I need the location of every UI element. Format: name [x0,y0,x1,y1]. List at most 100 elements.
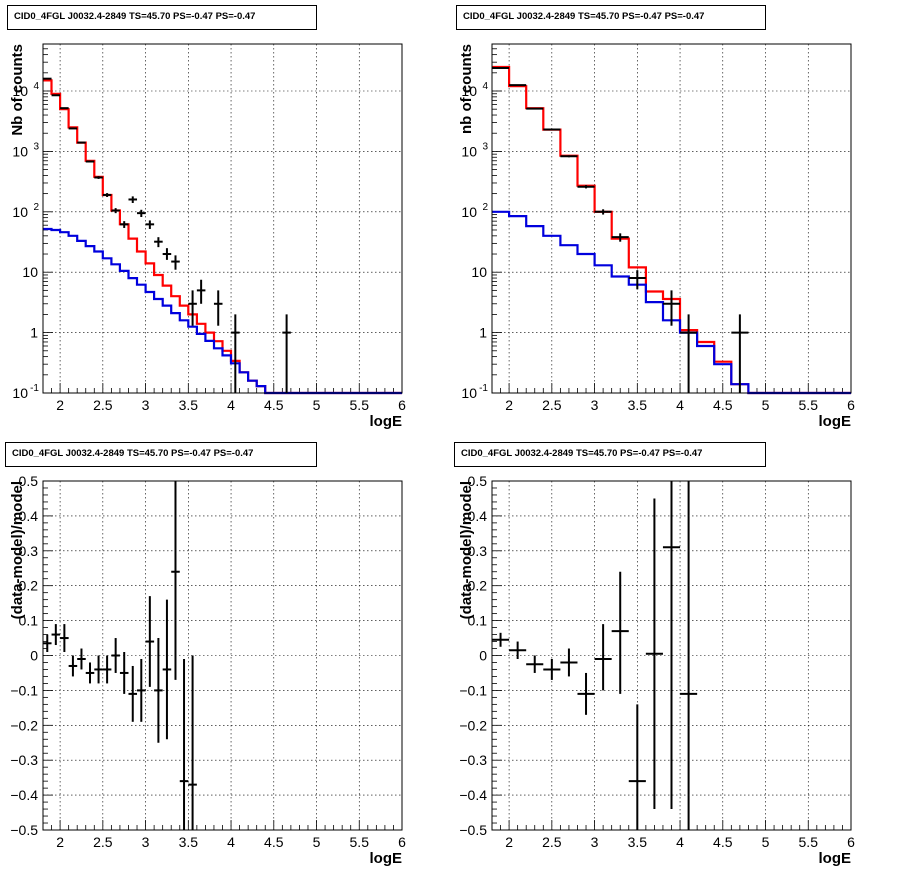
data-point [85,662,95,684]
y-tick-label: 10 [461,385,477,401]
data-point [492,632,510,647]
y-tick-label: −0.2 [10,717,38,733]
y-tick-label: −0.1 [10,682,38,698]
x-tick-label: 5 [762,834,770,850]
series-line [43,79,402,395]
data-point [68,655,78,677]
x-tick-label: 2 [505,834,513,850]
y-tick-label: 0 [30,648,38,664]
data-point [662,481,681,810]
y-tick-label: 0 [479,648,487,664]
chart-svg-bottom-right: 2 2.5 3 3.5 4 4.5 5 5.5 6 −0.5 −0.4 −0.3 −0.2 −0.1 0 0.… [458,473,855,867]
y-axis-title: nb of counts [458,44,475,134]
data-point [509,641,527,659]
x-tick-label: 3.5 [179,397,199,413]
x-tick-label: 3.5 [628,834,648,850]
x-tick-label: 5.5 [799,397,819,413]
y-tick-label: 10 [461,143,477,159]
y-tick-label: −0.3 [459,752,487,768]
y-tick-label: 10 [12,204,28,220]
plot-frame [42,480,403,831]
y-tick-label: 10 [12,83,28,99]
y-tick-label: 0.4 [468,508,488,524]
x-tick-label: 2 [56,834,64,850]
x-tick-label: 4 [676,397,684,413]
plot-frame [491,43,852,394]
y-tick-label: 0.5 [468,473,488,489]
y-tick-label: 0.1 [468,613,488,629]
pad-top-left: 2 2.5 3 3.5 4 4.5 5 5.5 6 10 -1 1 10 10 2 10 3 10 4 logE Nb … [0,0,449,437]
chart-title-top-left: CID0_4FGL J0032.4-2849 TS=45.70 PS=-0.47… [7,5,317,30]
y-tick-label: 0.3 [19,543,39,559]
x-tick-label: 4 [676,834,684,850]
y-tick-label: 0.1 [19,613,39,629]
y-tick-label: 10 [22,264,38,280]
y-tick-label: 0.5 [19,473,39,489]
y-tick-label: 10 [12,143,28,159]
y-tick-label: −0.4 [10,787,38,803]
data-point [68,127,78,130]
data-point [43,634,52,653]
data-point [509,84,527,87]
data-point [196,279,206,304]
x-tick-label: 2 [56,397,64,413]
data-point [731,314,749,393]
data-point [137,658,146,722]
data-point [137,209,146,218]
data-point [492,67,510,70]
data-point [145,220,155,229]
y-tick-label: 0.3 [468,543,488,559]
data-point [162,599,172,740]
data-point [213,290,223,326]
data-point [77,648,86,670]
x-tick-label: 5 [313,834,321,850]
data-point [611,233,629,242]
x-axis-title: logE [370,850,403,867]
data-point [577,185,595,189]
y-tick-label: −0.3 [10,752,38,768]
y-tick-label: 1 [479,325,487,341]
x-tick-label: 5.5 [350,397,370,413]
y-tick-label: 0.4 [19,508,39,524]
x-tick-label: 4 [227,397,235,413]
y-axis-title: (data-model)/model [458,481,475,619]
data-point [171,255,180,270]
x-tick-label: 5.5 [350,834,370,850]
data-point [560,155,578,158]
data-point [102,193,112,197]
data-point [171,481,180,680]
y-tick-label: −0.5 [10,822,38,838]
x-tick-label: 6 [847,834,855,850]
y-tick-label: −0.1 [459,682,487,698]
series-line [492,65,851,395]
data-point [77,141,86,144]
y-tick-exponent: 3 [482,141,488,152]
data-point [51,624,61,646]
data-point [179,658,189,830]
data-point [60,624,69,653]
data-point [594,624,612,691]
y-tick-label: −0.4 [459,787,487,803]
x-axis-title: logE [819,850,852,867]
data-point [560,648,578,677]
x-tick-label: 6 [398,834,406,850]
y-tick-exponent: 3 [33,141,39,152]
x-tick-label: 5 [313,397,321,413]
x-axis-title: logE [370,413,403,430]
data-point [680,314,698,393]
data-point [231,314,240,393]
x-tick-label: 6 [847,397,855,413]
y-tick-label: 1 [30,325,38,341]
plot-frame [42,43,403,394]
x-tick-label: 3 [142,397,150,413]
data-point [119,221,129,228]
data-point [111,208,120,214]
data-point [611,571,629,694]
x-tick-label: 5 [762,397,770,413]
x-tick-label: 3.5 [628,397,648,413]
x-tick-label: 6 [398,397,406,413]
data-point [154,237,163,248]
y-axis-title: Nb of counts [9,44,26,136]
x-tick-label: 4 [227,834,235,850]
